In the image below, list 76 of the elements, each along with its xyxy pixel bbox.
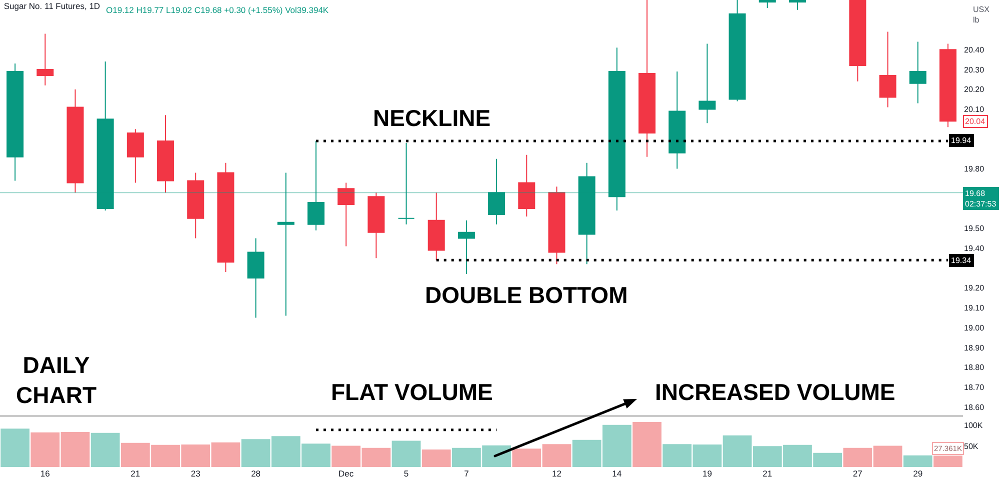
y-axis-title: USX lb	[973, 5, 990, 24]
text: O19.12 H19.77 L19.02 C19.68 +0.30 (+1.55%) Vol39.394K	[106, 5, 329, 15]
series-label: NECKLINE	[373, 105, 491, 131]
candlestick	[909, 41, 926, 104]
y-tick-label: 50K	[964, 442, 979, 451]
series-label: FLAT VOLUME	[331, 379, 493, 405]
candlestick	[458, 220, 475, 275]
candlestick	[488, 158, 506, 225]
y-tick-label: 18.80	[964, 363, 985, 372]
candlestick	[728, 0, 746, 102]
y-tick-label: 19.80	[964, 164, 985, 174]
y-tick-label: 100K	[964, 421, 984, 430]
y-tick-label: 20.30	[964, 65, 985, 74]
y-tick-label: 20.40	[964, 45, 985, 54]
candlestick	[518, 154, 536, 217]
y-tick-label: 18.60	[964, 402, 985, 412]
annotation: DAILY CHART	[16, 352, 96, 408]
candlestick	[879, 31, 896, 108]
y-tick-label: 19.00	[964, 323, 985, 332]
x-tick-label: 12	[552, 468, 562, 478]
x-tick-label: 7	[464, 468, 470, 478]
data-label: 19.34	[951, 256, 972, 265]
candlestick	[157, 114, 174, 194]
chart-title: Sugar No. 11 Futures, 1D	[4, 0, 100, 11]
x-tick-label: Dec	[338, 468, 354, 478]
candlestick	[578, 162, 596, 265]
candlestick	[187, 172, 204, 239]
text: 20.04	[965, 117, 986, 126]
x-tick-label: 19	[702, 468, 712, 478]
y-tick-label: 18.70	[964, 383, 985, 392]
x-tick-label: 5	[404, 468, 409, 478]
candlestick	[368, 192, 385, 259]
candlestick	[698, 43, 716, 124]
series-label: DOUBLE BOTTOM	[425, 282, 628, 308]
y-tick-label: 19.40	[964, 244, 985, 254]
candlestick	[608, 47, 626, 211]
candlestick	[277, 172, 294, 316]
x-tick-label: 28	[251, 468, 261, 478]
data-label: 19.94	[951, 136, 972, 145]
candlestick	[428, 192, 445, 261]
x-tick-label: 21	[762, 468, 772, 478]
x-tick-label: 21	[130, 468, 140, 478]
y-tick-label: 18.90	[964, 343, 985, 352]
y-tick-label: 19.50	[964, 224, 985, 234]
bar	[90, 432, 120, 467]
x-tick-label: 23	[190, 468, 201, 478]
candlestick	[849, 0, 866, 82]
candlestick	[307, 140, 324, 231]
candlestick	[36, 33, 54, 86]
annotation: INCREASED VOLUME	[655, 379, 896, 405]
candlestick	[96, 61, 114, 211]
bar	[632, 422, 662, 467]
bar	[903, 455, 932, 467]
bar	[392, 440, 421, 467]
candlestick	[247, 238, 264, 318]
y-tick-label: 19.20	[964, 284, 985, 293]
bar	[0, 428, 30, 467]
x-tick-label: 29	[913, 468, 923, 478]
x-tick-label: 14	[612, 468, 622, 478]
candlestick	[6, 63, 24, 182]
candlestick	[126, 128, 144, 184]
candlestick	[398, 142, 415, 225]
bar	[422, 450, 451, 467]
candlestick	[939, 43, 956, 128]
candlestick	[217, 162, 234, 273]
candlestick	[66, 88, 84, 194]
candlestick	[548, 186, 566, 265]
x-tick-label: 27	[852, 468, 863, 478]
y-tick-label: 20.10	[964, 105, 985, 114]
candlestick	[338, 182, 355, 247]
candlestick	[668, 70, 686, 170]
y-tick-label: 19.10	[964, 304, 985, 313]
candlestick	[638, 0, 656, 158]
y-tick-label: 20.20	[964, 85, 985, 94]
x-tick-label: 16	[40, 468, 50, 478]
ref-line-label: 19.68 02:37:53	[965, 189, 997, 208]
